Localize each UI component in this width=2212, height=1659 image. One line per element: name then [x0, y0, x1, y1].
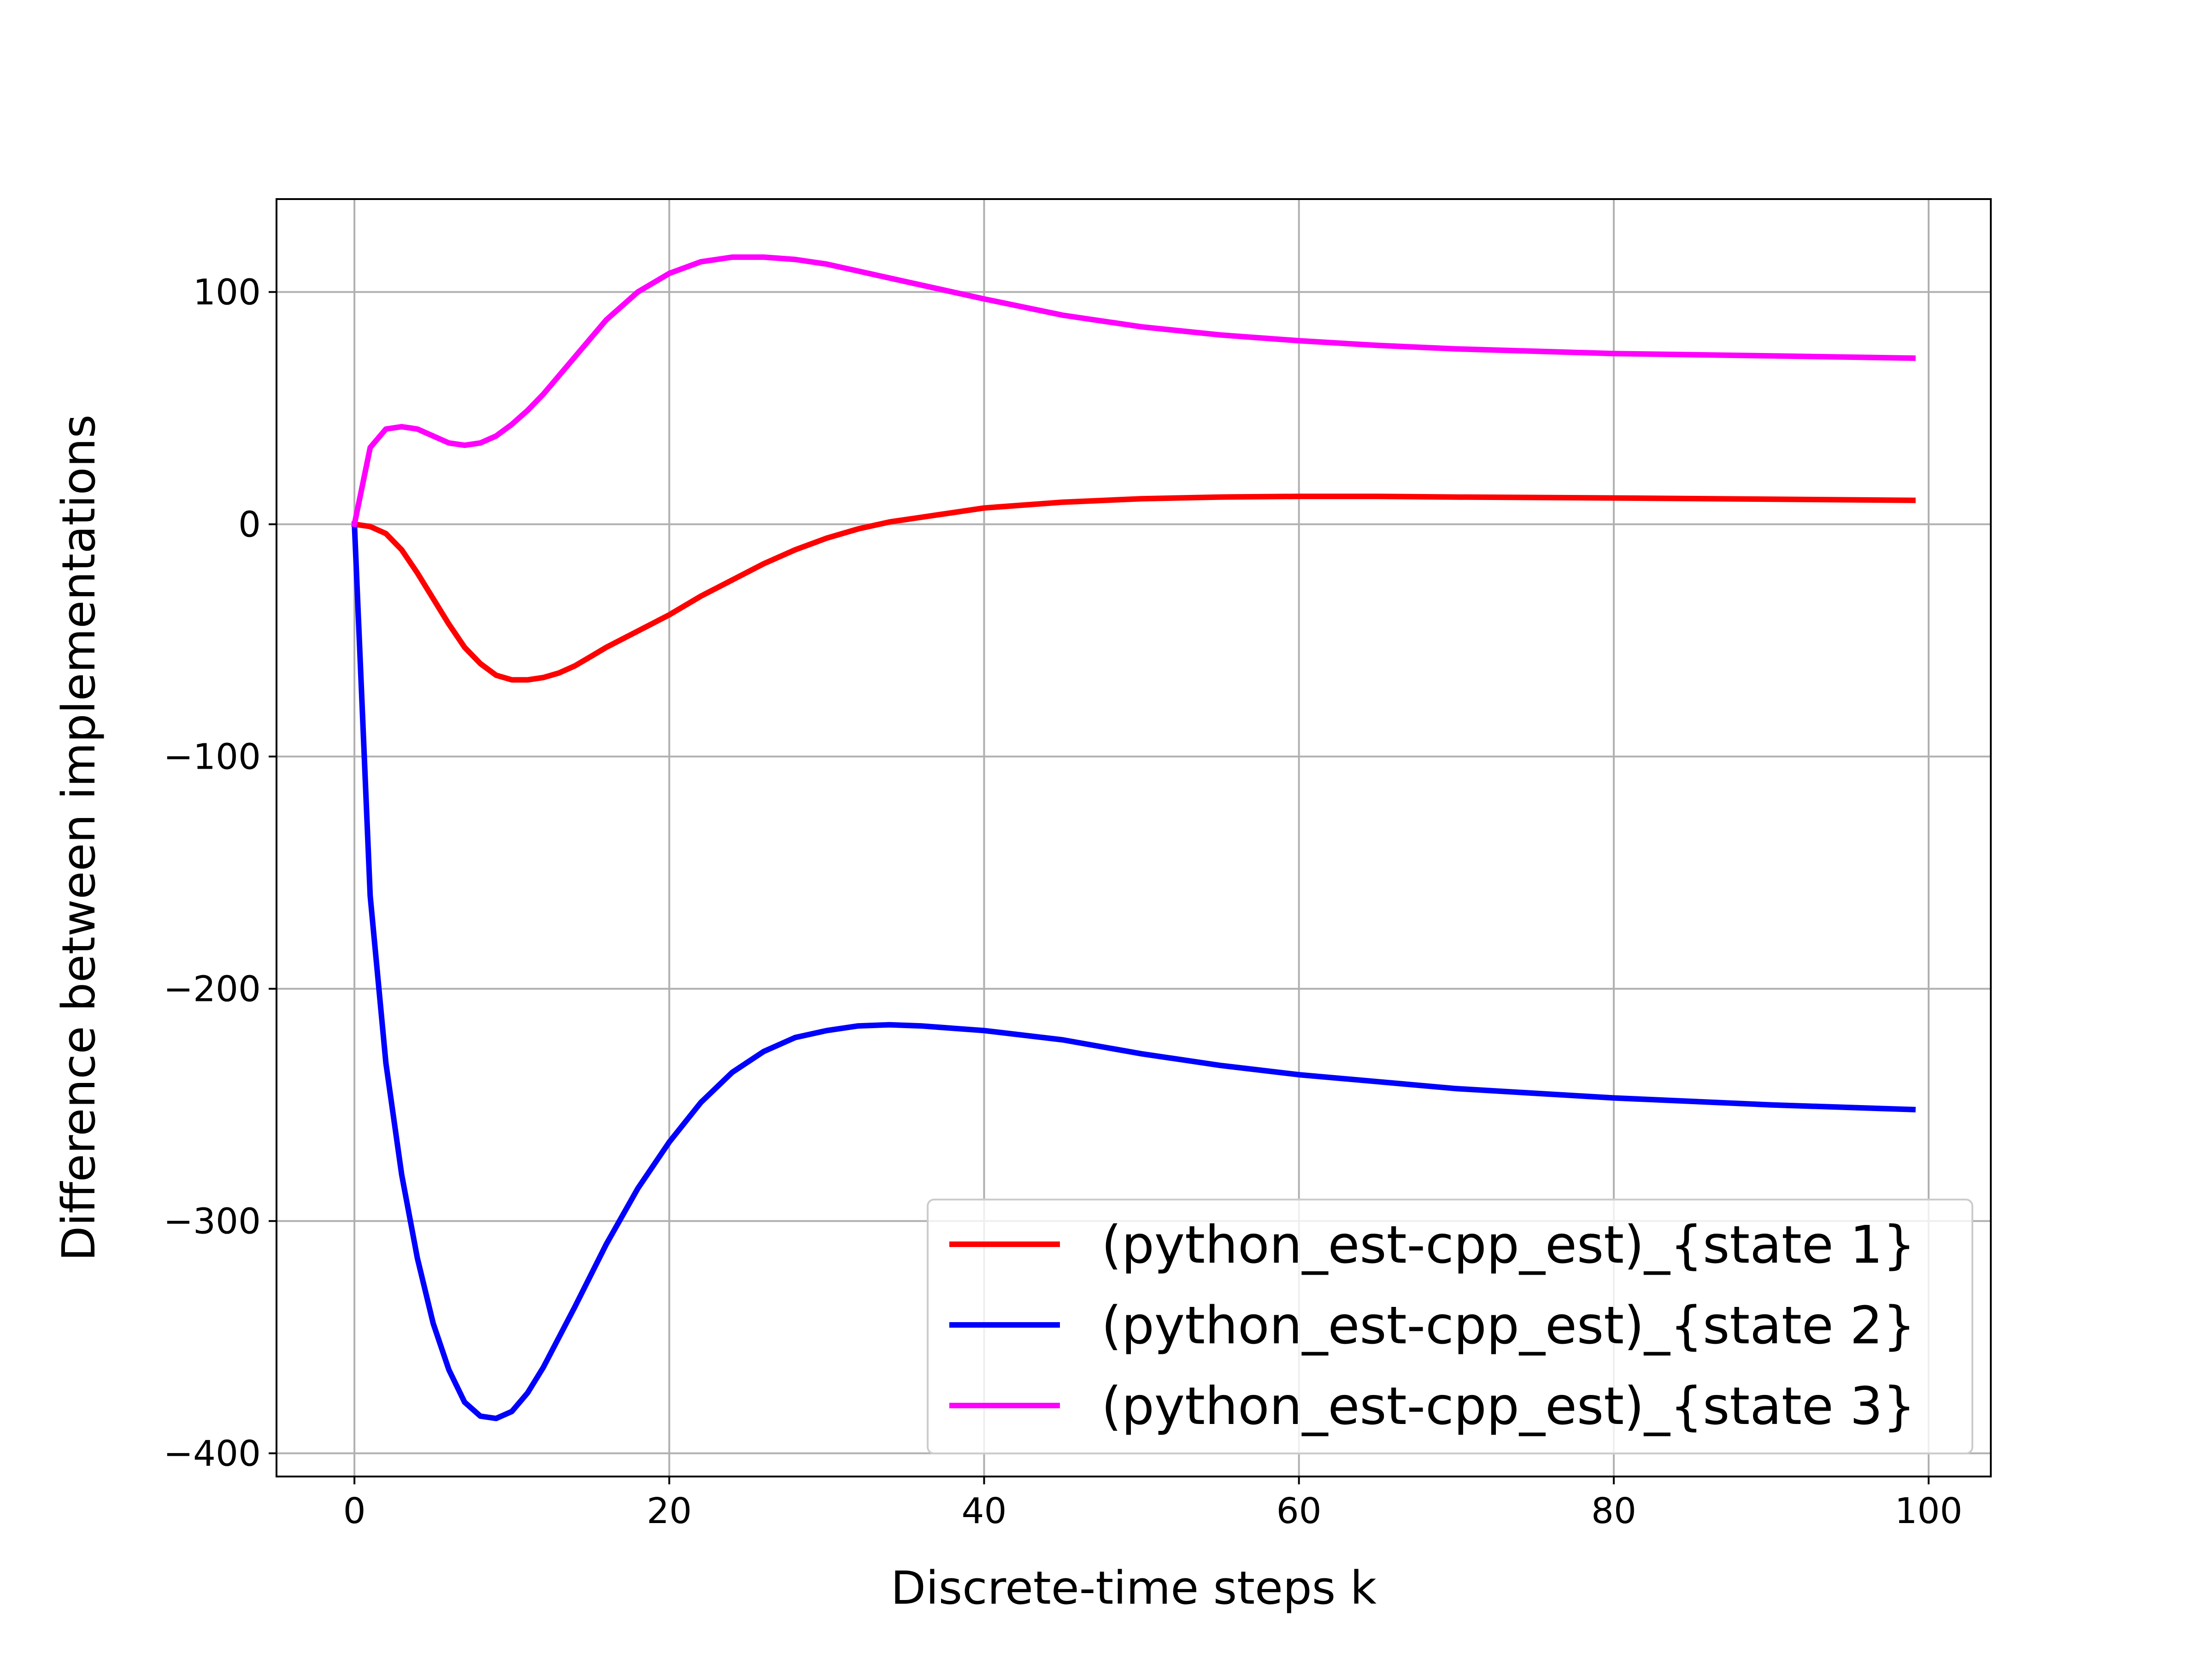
legend-box [927, 1199, 1973, 1454]
series-line-state-1 [351, 494, 1916, 683]
y-tick-label: 0 [238, 505, 261, 546]
x-tick-label: 80 [1591, 1491, 1636, 1532]
series-lines [351, 254, 1916, 1421]
y-tick-label: −100 [164, 737, 261, 778]
legend-label-state-3: (python_est-cpp_est)_{state 3} [1101, 1377, 1916, 1436]
x-tick-label: 60 [1277, 1491, 1322, 1532]
y-tick-label: −200 [164, 969, 261, 1010]
series-line-state-2 [351, 521, 1916, 1421]
legend-label-state-1: (python_est-cpp_est)_{state 1} [1101, 1215, 1916, 1275]
plot-frame [276, 198, 1992, 1477]
y-tick-label: −400 [164, 1434, 261, 1475]
x-tick-label: 100 [1895, 1491, 1963, 1532]
y-tick-label: 100 [193, 272, 261, 313]
legend: (python_est-cpp_est)_{state 1} (python_es… [927, 1199, 1973, 1454]
x-tick-label: 40 [961, 1491, 1006, 1532]
series-line-state-3 [351, 254, 1916, 528]
legend-label-state-2: (python_est-cpp_est)_{state 2} [1101, 1296, 1916, 1356]
x-tick-label: 20 [647, 1491, 692, 1532]
y-tick-label: −300 [164, 1201, 261, 1242]
axis-ticks: 0 20 40 60 80 100 −400 −300 −200 −100 0 100 [164, 272, 1963, 1532]
x-tick-label: 0 [343, 1491, 366, 1532]
x-axis-label: Discrete-time steps k [891, 1562, 1377, 1615]
y-axis-label: Difference between implementations [53, 414, 106, 1261]
